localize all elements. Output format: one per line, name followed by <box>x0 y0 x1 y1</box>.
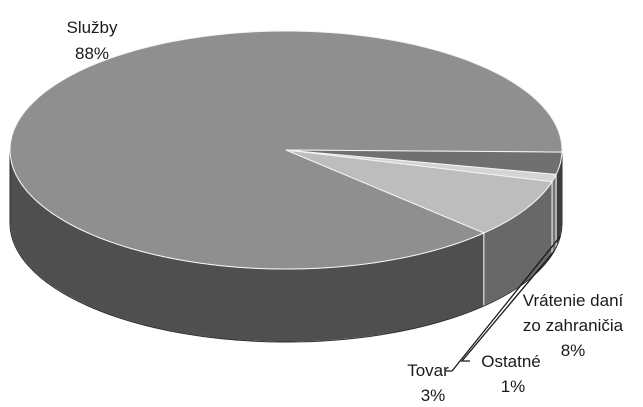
slice-label-tovar: Tovar <box>407 361 449 380</box>
slice-value-sluzby: 88% <box>75 44 109 63</box>
pie-slice-1 <box>285 149 553 234</box>
slice-label-vratenie-line2: zo zahraničia <box>523 316 624 335</box>
pie-slice-3 <box>285 149 563 175</box>
slice-value-tovar: 3% <box>421 386 446 405</box>
slice-label-ostatne: Ostatné <box>481 352 541 371</box>
leader-lines <box>446 235 561 372</box>
slice-label-vratenie-line1: Vrátenie daní <box>523 291 624 310</box>
slice-label-sluzby: Služby <box>66 18 118 37</box>
pie-tops <box>9 30 563 270</box>
slice-value-vratenie: 8% <box>561 341 586 360</box>
leader-line-tovar <box>446 235 561 372</box>
leader-line-ostatne <box>460 250 555 362</box>
slice-value-ostatne: 1% <box>501 377 526 396</box>
